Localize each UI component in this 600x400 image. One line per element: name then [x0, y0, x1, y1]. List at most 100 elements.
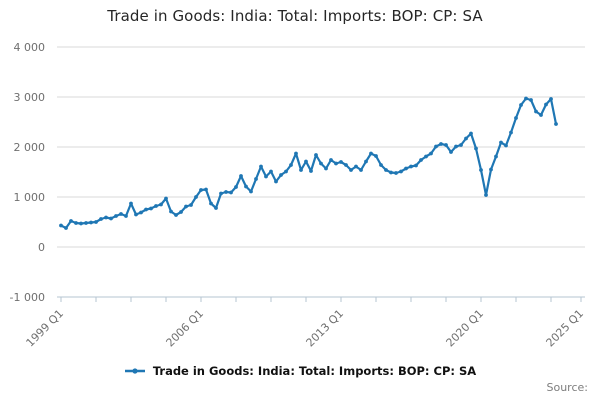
data-point-marker: [229, 190, 233, 195]
data-point-marker: [239, 174, 243, 178]
y-tick-label: 2 000: [14, 141, 46, 154]
data-point-marker: [359, 168, 363, 172]
data-point-marker: [89, 220, 93, 225]
data-point-marker: [354, 164, 358, 169]
data-point-marker: [429, 151, 433, 156]
data-point-marker: [374, 154, 378, 158]
data-point-marker: [404, 166, 408, 171]
data-point-marker: [439, 142, 443, 146]
data-point-marker: [249, 189, 253, 194]
data-point-marker: [84, 221, 88, 225]
series-line: [59, 97, 558, 230]
data-point-marker: [184, 204, 188, 209]
data-point-marker: [169, 209, 173, 214]
data-point-marker: [69, 219, 73, 223]
data-point-marker: [434, 144, 438, 149]
data-point-marker: [469, 131, 473, 136]
data-point-marker: [349, 168, 353, 172]
data-point-marker: [154, 204, 158, 208]
data-point-marker: [384, 168, 388, 172]
data-point-marker: [459, 143, 463, 147]
data-point-marker: [124, 214, 128, 218]
data-point-marker: [244, 184, 248, 189]
data-point-marker: [379, 163, 383, 167]
data-point-marker: [544, 102, 548, 107]
data-point-marker: [549, 97, 553, 101]
data-point-marker: [199, 188, 203, 192]
y-axis-labels: 4 000 3 000 2 000 1 000 0 -1 000: [10, 41, 45, 304]
data-point-marker: [74, 221, 78, 225]
data-point-marker: [219, 191, 223, 196]
data-point-marker: [204, 187, 208, 192]
data-point-marker: [409, 164, 413, 169]
data-point-marker: [209, 201, 213, 206]
data-point-marker: [309, 169, 313, 173]
data-point-marker: [269, 169, 273, 174]
data-point-marker: [234, 185, 238, 189]
legend-item-imports[interactable]: Trade in Goods: India: Total: Imports: B…: [0, 362, 600, 380]
data-point-marker: [259, 164, 263, 169]
data-point-marker: [334, 161, 338, 166]
data-point-marker: [449, 150, 453, 154]
legend-label: Trade in Goods: India: Total: Imports: B…: [152, 364, 477, 378]
data-point-marker: [454, 144, 458, 149]
data-point-marker: [254, 177, 258, 181]
data-point-marker: [79, 221, 83, 226]
data-point-marker: [189, 203, 193, 207]
data-point-marker: [474, 146, 478, 151]
source-label: Source:: [546, 381, 589, 394]
data-point-marker: [399, 169, 403, 174]
data-point-marker: [534, 109, 538, 114]
x-tick-label: 1999 Q1: [24, 307, 67, 350]
data-series: [59, 96, 558, 230]
data-point-marker: [134, 212, 138, 217]
data-point-marker: [419, 158, 423, 162]
y-tick-label: 0: [38, 241, 45, 254]
data-point-marker: [464, 136, 468, 141]
data-point-marker: [344, 163, 348, 167]
data-point-marker: [314, 153, 318, 157]
data-point-marker: [489, 167, 493, 172]
y-tick-label: 4 000: [14, 41, 46, 54]
data-point-marker: [364, 159, 368, 164]
legend-line-marker-icon: [124, 368, 145, 374]
data-point-marker: [114, 214, 118, 218]
data-point-marker: [279, 173, 283, 177]
y-tick-label: 3 000: [14, 91, 46, 104]
data-point-marker: [329, 158, 333, 162]
data-point-marker: [339, 160, 343, 164]
data-point-marker: [104, 215, 108, 220]
data-point-marker: [149, 206, 153, 211]
data-point-marker: [194, 195, 198, 199]
x-axis: 1999 Q1 2006 Q1 2013 Q1 2020 Q1 2025 Q1: [24, 296, 586, 350]
data-point-marker: [59, 223, 63, 228]
data-point-marker: [424, 154, 428, 159]
data-point-marker: [369, 151, 373, 156]
data-point-marker: [94, 220, 98, 224]
data-point-marker: [324, 166, 328, 171]
data-point-marker: [144, 207, 148, 212]
data-point-marker: [394, 171, 398, 175]
data-point-marker: [139, 210, 143, 215]
data-point-marker: [224, 190, 228, 194]
data-point-marker: [479, 168, 483, 172]
data-point-marker: [554, 122, 558, 126]
data-point-marker: [274, 179, 278, 184]
data-point-marker: [494, 154, 498, 159]
y-tick-label: -1 000: [10, 291, 45, 304]
data-point-marker: [299, 168, 303, 172]
data-point-marker: [164, 196, 168, 201]
data-point-marker: [159, 202, 163, 207]
data-point-marker: [504, 143, 508, 148]
data-point-marker: [214, 206, 218, 210]
data-point-marker: [509, 130, 513, 135]
data-point-marker: [529, 98, 533, 102]
data-point-marker: [484, 193, 488, 197]
data-point-marker: [119, 212, 123, 216]
data-point-marker: [519, 103, 523, 107]
data-point-marker: [289, 163, 293, 167]
data-point-marker: [514, 116, 518, 120]
data-point-marker: [99, 217, 103, 221]
data-point-marker: [414, 163, 418, 168]
